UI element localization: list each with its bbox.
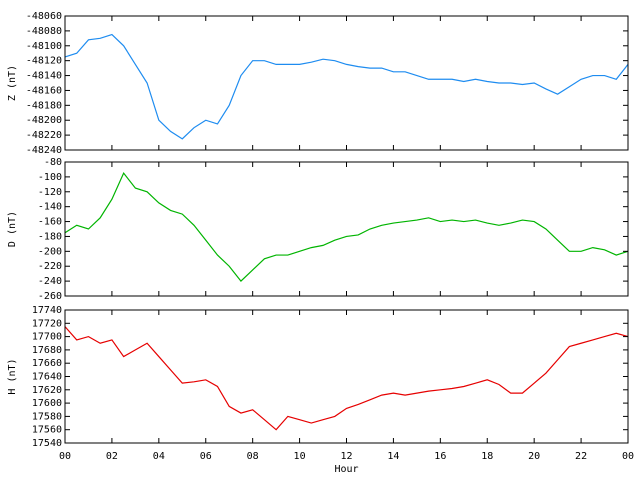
- y-tick-label: -48060: [26, 11, 62, 22]
- y-tick-label: 17720: [32, 318, 62, 329]
- plot-frame: [64, 161, 629, 297]
- y-tick-label: -140: [38, 202, 62, 213]
- y-tick-label: -48220: [26, 130, 62, 141]
- x-tick-label: 04: [153, 451, 165, 462]
- y-tick-label: 17620: [32, 385, 62, 396]
- x-tick-label: 14: [387, 451, 399, 462]
- x-tick-label: 18: [481, 451, 493, 462]
- y-tick-label: -48080: [26, 26, 62, 37]
- y-tick-label: -80: [44, 157, 62, 168]
- y-tick-label: 17540: [32, 438, 62, 449]
- y-tick-label: -48240: [26, 145, 62, 156]
- y-tick-label: 17680: [32, 345, 62, 356]
- x-tick-label: 00: [622, 451, 634, 462]
- data-line: [64, 33, 629, 140]
- x-tick-label: 12: [340, 451, 352, 462]
- y-tick-label: 17600: [32, 398, 62, 409]
- y-tick-label: -48180: [26, 100, 62, 111]
- y-tick-label: -220: [38, 261, 62, 272]
- y-tick-label: -120: [38, 187, 62, 198]
- y-tick-label: -160: [38, 217, 62, 228]
- y-tick-label: -48120: [26, 56, 62, 67]
- data-line: [64, 172, 629, 282]
- y-tick-label: 17560: [32, 425, 62, 436]
- y-axis-label: H (nT): [7, 358, 18, 394]
- y-tick-label: 17700: [32, 332, 62, 343]
- y-tick-label: -48100: [26, 41, 62, 52]
- y-tick-label: 17660: [32, 358, 62, 369]
- y-tick-label: -260: [38, 291, 62, 302]
- y-tick-label: 17580: [32, 411, 62, 422]
- x-tick-label: 20: [528, 451, 540, 462]
- plot-frame: [64, 309, 629, 444]
- x-tick-label: 08: [247, 451, 259, 462]
- x-tick-label: 16: [434, 451, 446, 462]
- y-tick-label: -200: [38, 246, 62, 257]
- y-tick-label: -180: [38, 231, 62, 242]
- x-tick-label: 00: [59, 451, 71, 462]
- y-tick-label: -48200: [26, 115, 62, 126]
- x-tick-label: 10: [294, 451, 306, 462]
- y-tick-label: -48160: [26, 85, 62, 96]
- data-line: [64, 326, 629, 431]
- y-tick-label: -100: [38, 172, 62, 183]
- x-axis-label: Hour: [334, 464, 358, 475]
- y-axis-label: Z (nT): [7, 65, 18, 101]
- y-tick-label: 17640: [32, 372, 62, 383]
- y-tick-label: -240: [38, 276, 62, 287]
- y-tick-label: 17740: [32, 305, 62, 316]
- plot-frame: [64, 15, 629, 151]
- x-tick-label: 02: [106, 451, 118, 462]
- x-tick-label: 06: [200, 451, 212, 462]
- y-axis-label: D (nT): [7, 211, 18, 247]
- y-tick-label: -48140: [26, 71, 62, 82]
- x-tick-label: 22: [575, 451, 587, 462]
